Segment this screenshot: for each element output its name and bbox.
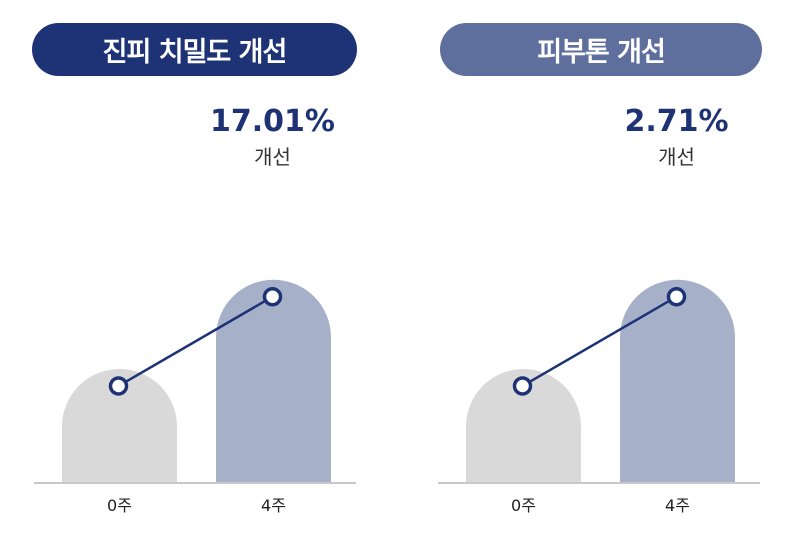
chart-svg: 0주 4주 2.71% 개선 xyxy=(438,104,760,515)
improvement-value: 2.71% xyxy=(624,104,728,139)
chart-title: 진피 치밀도 개선 xyxy=(32,23,357,76)
bar-0 xyxy=(62,369,177,482)
x-tick-label: 0주 xyxy=(107,496,132,515)
chart-panel-2: 피부톤 개선 0주 4주 2.71% 개선 xyxy=(436,0,776,548)
x-tick-label: 4주 xyxy=(665,496,690,515)
improvement-value: 17.01% xyxy=(210,104,335,139)
data-point-0 xyxy=(108,376,129,396)
bar-0 xyxy=(466,369,581,482)
improvement-label: 개선 xyxy=(658,145,695,169)
data-point-1 xyxy=(666,286,687,307)
x-tick-label: 4주 xyxy=(261,496,286,515)
bar-1 xyxy=(620,279,735,482)
data-point-1 xyxy=(262,286,283,307)
bar-1 xyxy=(216,279,331,482)
trend-line xyxy=(117,295,274,388)
chart-svg: 0주 4주 17.01% 개선 xyxy=(34,104,356,515)
chart-title: 피부톤 개선 xyxy=(440,23,762,76)
chart-panel-1: 진피 치밀도 개선 0주 4주 17.01% 개선 xyxy=(32,0,372,548)
data-point-0 xyxy=(512,376,533,396)
x-tick-label: 0주 xyxy=(511,496,536,515)
improvement-label: 개선 xyxy=(254,145,291,169)
trend-line xyxy=(521,295,678,388)
